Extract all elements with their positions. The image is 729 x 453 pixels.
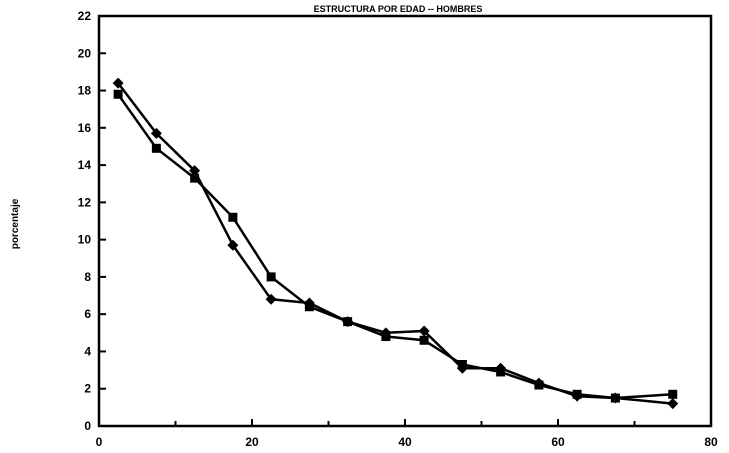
y-tick-label: 6 xyxy=(84,307,91,321)
series-2 xyxy=(113,89,678,403)
y-tick-label: 8 xyxy=(84,270,91,284)
y-axis-label: porcentaje xyxy=(10,198,21,249)
data-point-square xyxy=(228,212,238,222)
x-tick-label: 0 xyxy=(96,435,103,449)
series-line xyxy=(117,93,673,400)
series-line xyxy=(117,82,673,405)
data-point-diamond xyxy=(112,77,124,89)
data-point-square xyxy=(381,332,391,342)
data-point-square xyxy=(534,380,544,390)
x-tick-label: 40 xyxy=(398,435,412,449)
data-point-square xyxy=(419,335,429,345)
data-point-diamond xyxy=(150,127,162,139)
data-point-square xyxy=(343,317,353,327)
chart-title: ESTRUCTURA POR EDAD -- HOMBRES xyxy=(314,4,483,14)
y-tick-label: 16 xyxy=(78,121,92,135)
x-tick-label: 60 xyxy=(551,435,565,449)
data-point-square xyxy=(668,389,678,399)
y-tick-label: 10 xyxy=(78,233,92,247)
series-1 xyxy=(112,77,679,410)
x-tick-label: 80 xyxy=(704,435,718,449)
y-tick-label: 20 xyxy=(78,46,92,60)
series-layer xyxy=(112,77,679,410)
y-tick-label: 18 xyxy=(78,84,92,98)
data-point-square xyxy=(151,143,161,153)
y-tick-label: 22 xyxy=(78,9,92,23)
y-tick-label: 4 xyxy=(84,344,91,358)
data-point-square xyxy=(457,360,467,369)
x-tick-label: 20 xyxy=(245,435,259,449)
plot-frame xyxy=(97,14,713,428)
data-point-diamond xyxy=(227,239,239,251)
data-point-square xyxy=(572,389,582,399)
data-point-square xyxy=(113,89,123,99)
y-tick-label: 0 xyxy=(84,419,91,433)
y-tick-label: 2 xyxy=(84,382,91,396)
data-point-square xyxy=(496,367,506,377)
data-point-diamond xyxy=(265,293,277,305)
data-point-diamond xyxy=(667,398,679,410)
y-tick-label: 12 xyxy=(78,195,92,209)
data-point-square xyxy=(266,272,276,282)
y-tick-label: 14 xyxy=(78,158,92,172)
data-point-diamond xyxy=(189,165,201,177)
data-point-square xyxy=(304,302,314,312)
data-point-square xyxy=(190,173,200,183)
data-point-square xyxy=(610,393,620,403)
data-point-diamond xyxy=(418,325,430,337)
axis-ticks: 0 2 4 6 8 10 12 14 16 18 20 22 0 20 40 60 80 xyxy=(78,9,718,449)
